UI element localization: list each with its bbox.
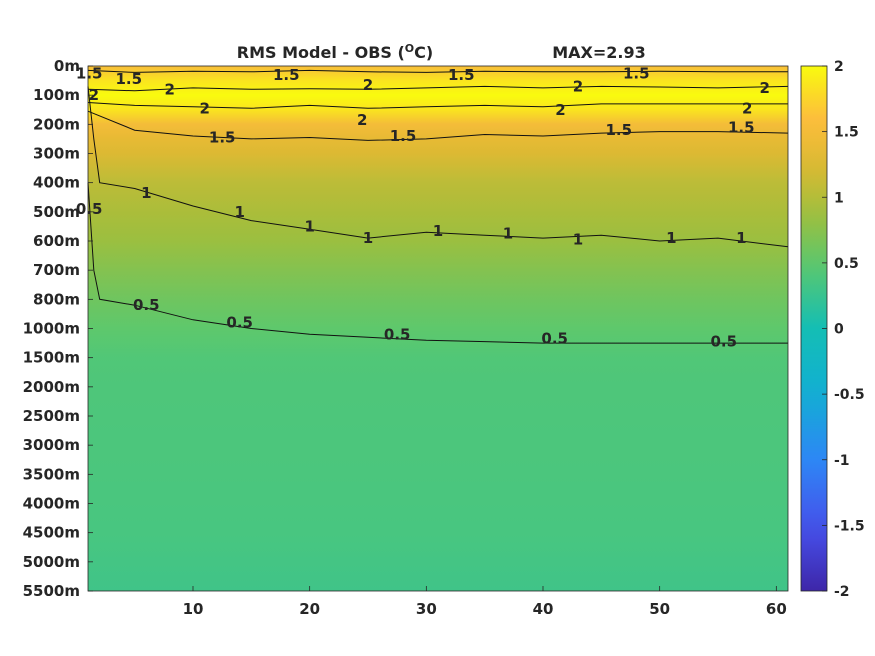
contour-line-3 — [87, 110, 789, 141]
contour-label: 1.5 — [728, 118, 755, 136]
y-tick-label: 2000m — [23, 378, 80, 396]
contour-label: 0.5 — [76, 200, 103, 218]
contour-label: 2 — [573, 77, 583, 95]
colorbar-tick-label: 1 — [834, 190, 844, 206]
contour-label: 0.5 — [541, 330, 568, 348]
y-tick-label: 600m — [33, 232, 80, 250]
contour-line-5 — [87, 182, 788, 344]
contour-line-4 — [87, 86, 789, 248]
y-tick-label: 0m — [54, 57, 80, 75]
contour-label: 0.5 — [226, 314, 253, 332]
colorbar-tick-label: -0.5 — [834, 387, 865, 403]
contour-label: 1.5 — [448, 66, 475, 84]
y-tick-label: 1000m — [23, 320, 80, 338]
y-tick-label: 3000m — [23, 436, 80, 454]
contour-label: 1 — [666, 229, 676, 247]
x-tick-label: 10 — [183, 600, 204, 618]
y-tick-label: 400m — [33, 174, 80, 192]
contour-label: 1 — [503, 225, 513, 243]
contour-label: 1 — [433, 222, 443, 240]
contour-label: 1.5 — [390, 127, 417, 145]
y-tick-label: 5500m — [23, 582, 80, 600]
y-tick-label: 500m — [33, 203, 80, 221]
heatmap-field — [88, 66, 788, 591]
contour-label: 2 — [759, 79, 769, 97]
contour-line-1 — [87, 85, 789, 92]
contour-line-2 — [87, 102, 788, 109]
contour-label: 1 — [573, 231, 583, 249]
contour-label: 1.5 — [116, 70, 143, 88]
chart-title: RMS Model - OBS (OC) — [237, 42, 433, 62]
contour-label: 1.5 — [623, 64, 650, 82]
y-tick-label: 4000m — [23, 495, 80, 513]
contour-label: 0.5 — [384, 325, 411, 343]
x-tick-label: 30 — [416, 600, 437, 618]
contour-label: 2 — [357, 111, 367, 129]
contour-label: 1 — [736, 229, 746, 247]
contour-label: 2 — [363, 76, 373, 94]
y-tick-label: 100m — [33, 86, 80, 104]
y-tick-label: 700m — [33, 261, 80, 279]
contour-label: 2 — [89, 86, 99, 104]
colorbar-tick-label: 1.5 — [834, 125, 859, 141]
contour-label: 1 — [141, 184, 151, 202]
contour-label: 2 — [555, 101, 565, 119]
colorbar-tick-label: 0.5 — [834, 256, 859, 272]
contour-label: 1.5 — [606, 121, 633, 139]
y-tick-label: 300m — [33, 145, 80, 163]
y-tick-label: 1500m — [23, 349, 80, 367]
colorbar-tick-label: -1.5 — [834, 518, 865, 534]
colorbar-tick-label: 0 — [834, 322, 844, 338]
contour-line-0 — [87, 69, 788, 73]
contour-label: 0.5 — [133, 296, 160, 314]
colorbar-axis: 2 1.5 1 0.5 0 -0.5 -1 -1.5 -2 — [822, 59, 865, 600]
y-tick-label: 5000m — [23, 553, 80, 571]
colorbar-tick-label: -2 — [834, 584, 850, 600]
contour-label: 1.5 — [273, 66, 300, 84]
x-axis: 10 20 30 40 50 60 — [183, 586, 787, 618]
y-tick-label: 3500m — [23, 465, 80, 483]
y-tick-label: 200m — [33, 115, 80, 133]
max-annotation: MAX=2.93 — [552, 43, 646, 62]
contour-label: 2 — [742, 99, 752, 117]
y-axis: 0m 100m 200m 300m 400m 500m 600m 700m 800m 1000m 1… — [23, 57, 93, 600]
contour-label: 1.5 — [76, 64, 103, 82]
x-tick-label: 20 — [299, 600, 320, 618]
y-tick-label: 2500m — [23, 407, 80, 425]
contour-label: 2 — [199, 99, 209, 117]
contour-label: 0.5 — [711, 333, 738, 351]
contour-label: 1 — [304, 217, 314, 235]
colorbar-tick-label: 2 — [834, 59, 844, 75]
colorbar-tick-label: -1 — [834, 453, 850, 469]
x-tick-label: 60 — [766, 600, 787, 618]
x-tick-label: 50 — [649, 600, 670, 618]
y-tick-label: 4500m — [23, 524, 80, 542]
contour-label: 1.5 — [209, 129, 236, 147]
contour-label: 2 — [164, 80, 174, 98]
contour-label: 1 — [234, 203, 244, 221]
contour-layer — [87, 69, 789, 344]
contour-label: 1 — [363, 229, 373, 247]
y-tick-label: 800m — [33, 290, 80, 308]
x-tick-label: 40 — [533, 600, 554, 618]
